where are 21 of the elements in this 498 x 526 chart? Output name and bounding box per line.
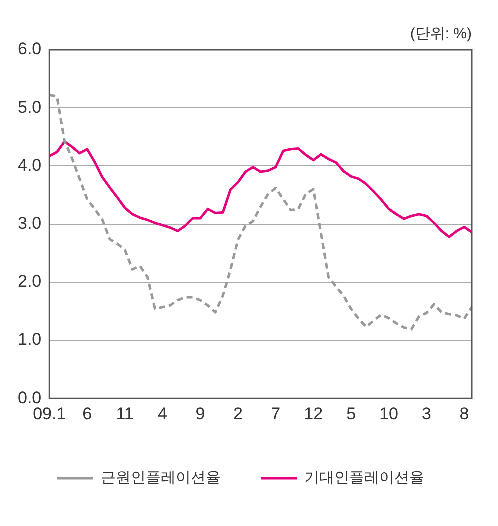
x-tick-label: 6 (82, 404, 92, 424)
x-tick-label: 3 (422, 404, 432, 424)
y-tick-label: 5.0 (18, 98, 42, 117)
legend-label: 근원인플레이션율 (101, 470, 221, 487)
y-tick-label: 4.0 (18, 156, 42, 175)
y-tick-label: 6.0 (18, 40, 42, 59)
x-tick-label: 11 (116, 404, 134, 424)
y-tick-label: 3.0 (18, 214, 42, 233)
x-tick-label: 12 (304, 404, 324, 424)
x-tick-label: 7 (271, 404, 281, 424)
legend-label: 기대인플레이션율 (304, 470, 424, 487)
y-tick-label: 2.0 (18, 272, 42, 292)
x-tick-label: 8 (460, 404, 470, 424)
x-tick-label: 4 (158, 404, 168, 424)
x-tick-label: 5 (346, 404, 356, 424)
x-tick-label: 10 (380, 404, 398, 424)
text: (단위: %) (410, 26, 472, 43)
x-tick-label: 2 (233, 404, 243, 424)
x-tick-label: 9 (196, 404, 206, 424)
line-series (48, 94, 474, 331)
y-tick-label: 1.0 (18, 330, 42, 350)
